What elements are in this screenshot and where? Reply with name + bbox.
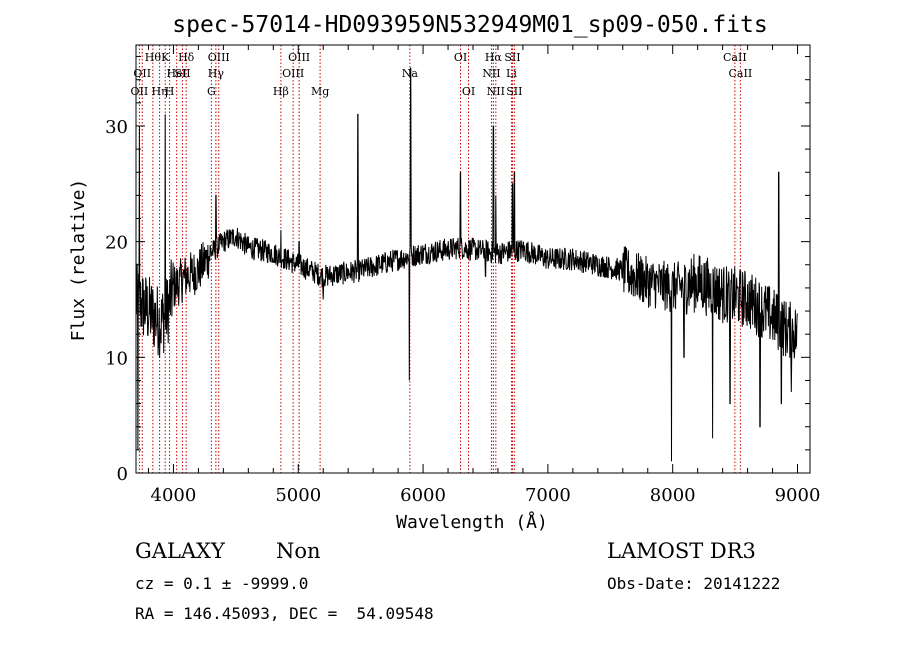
line-label: SII	[506, 85, 522, 98]
line-label: OI	[462, 85, 475, 98]
y-tick-label: 20	[105, 233, 128, 254]
line-label: NII	[487, 85, 505, 98]
x-tick-label: 4000	[151, 485, 197, 506]
spectrum-series	[135, 67, 798, 462]
line-label: SII	[504, 51, 520, 64]
line-markers	[138, 45, 741, 473]
line-label: H	[165, 85, 175, 98]
line-label: Hη	[151, 85, 167, 98]
line-label: Hβ	[273, 85, 289, 98]
line-label: Na	[402, 67, 419, 80]
line-label: Hδ	[178, 51, 195, 64]
y-tick-label: 30	[105, 117, 128, 138]
line-label: OII	[133, 67, 151, 80]
plot-frame	[135, 44, 811, 474]
line-label: SII	[174, 67, 190, 80]
x-tick-label: 8000	[650, 485, 696, 506]
line-label: CaII	[729, 67, 753, 80]
x-tick-label: 6000	[400, 485, 446, 506]
observation-date: Obs-Date: 20141222	[607, 574, 780, 593]
line-label: K	[161, 51, 170, 64]
redshift-info: cz = 0.1 ± -9999.0	[135, 574, 308, 593]
line-label: Hγ	[208, 67, 225, 80]
y-tick-label: 10	[105, 348, 128, 369]
coordinates-info: RA = 146.45093, DEC = 54.09548	[135, 604, 434, 623]
line-labels: OII OII Hθ Hη K H HeI Hδ SII Hγ OIII G Hβ OIII OIII Mg N…	[131, 51, 753, 98]
line-label: OIII	[208, 51, 230, 64]
x-axis-label: Wavelength (Å)	[396, 511, 548, 533]
axis-ticks: 4000 5000 6000 7000 8000 9000 0 10 20 30	[105, 45, 820, 506]
line-label: NII	[482, 67, 500, 80]
line-label: Li	[506, 67, 517, 80]
line-label: OII	[131, 85, 149, 98]
line-label: OIII	[288, 51, 310, 64]
line-label: G	[207, 85, 216, 98]
spectrum-line	[135, 67, 798, 462]
chart-title: spec-57014-HD093959N532949M01_sp09-050.f…	[172, 12, 767, 38]
object-subclass: Non	[276, 539, 321, 563]
y-tick-label: 0	[117, 464, 128, 485]
line-label: Mg	[311, 85, 329, 98]
object-class: GALAXY	[135, 539, 226, 563]
line-label: Hθ	[145, 51, 162, 64]
line-label: OI	[454, 51, 467, 64]
x-tick-label: 9000	[775, 485, 821, 506]
survey-name: LAMOST DR3	[607, 539, 756, 563]
line-label: CaII	[723, 51, 747, 64]
x-tick-label: 5000	[275, 485, 321, 506]
x-tick-label: 7000	[525, 485, 571, 506]
line-label: HeI	[166, 67, 186, 80]
line-label: OIII	[282, 67, 304, 80]
y-axis-label: Flux (relative)	[68, 179, 89, 342]
line-label: Hα	[485, 51, 503, 64]
